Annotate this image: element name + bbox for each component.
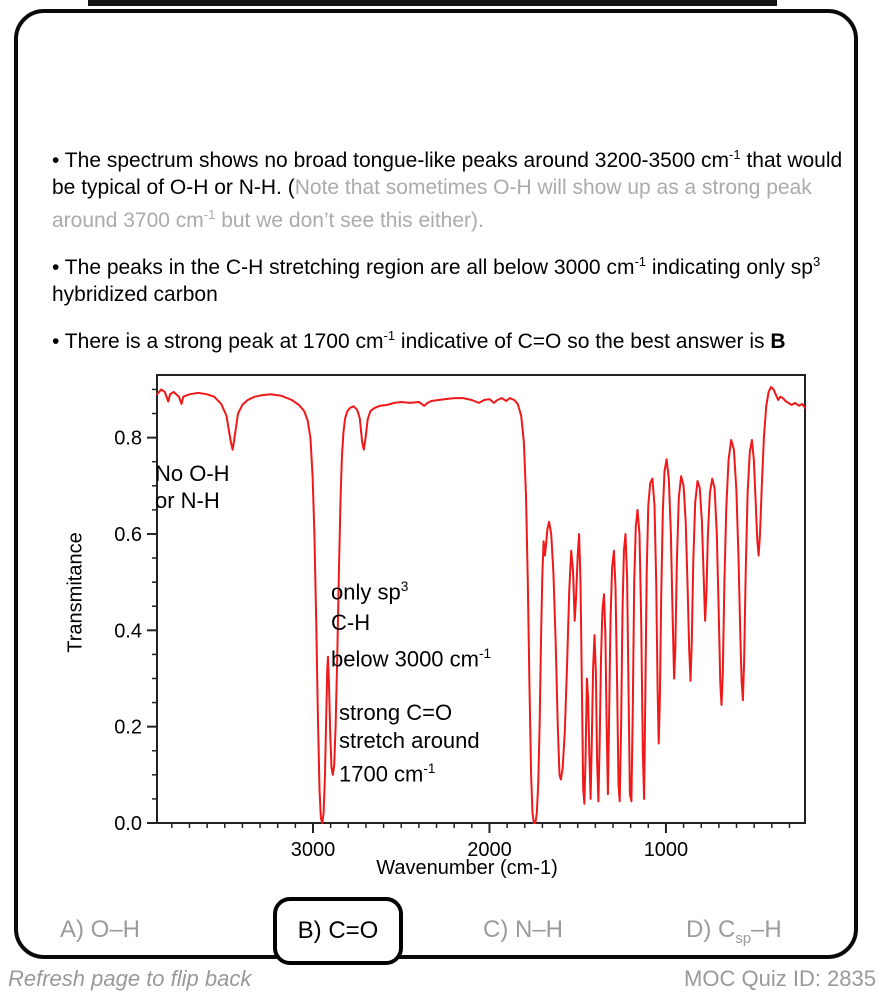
bullet-1-note: but we don’t see this either). <box>215 209 484 232</box>
bullet-3-text: indicative of C=O so the best answer is <box>395 330 771 353</box>
bullet-2-text: indicating only sp <box>646 256 813 279</box>
quiz-id-text: MOC Quiz ID: 2835 <box>684 966 876 991</box>
annotation-sp3-ch: only sp3 C-H below 3000 cm-1 <box>331 579 492 672</box>
spectrum-line <box>156 386 806 824</box>
plot-frame <box>156 374 806 824</box>
superscript: -1 <box>729 147 741 162</box>
answer-option-c[interactable]: C) N–H <box>483 916 564 943</box>
superscript: -1 <box>203 207 216 222</box>
bullet-2-text: • The peaks in the C-H stretching region… <box>52 256 635 279</box>
answer-letter-bold: B <box>770 330 786 353</box>
bullet-point-1: • The spectrum shows no broad tongue-lik… <box>52 141 846 234</box>
bullet-1-note: Note that sometimes O-H will show up as … <box>52 176 812 232</box>
x-axis-title: Wavenumber (cm-1) <box>376 857 558 879</box>
bullet-point-3: • There is a strong peak at 1700 cm-1 in… <box>52 322 846 355</box>
x-tick-label: 2000 <box>467 839 512 861</box>
bullet-1-text: • The spectrum shows no broad tongue-lik… <box>52 149 730 172</box>
explanation-text: • The spectrum shows no broad tongue-lik… <box>52 141 846 369</box>
x-tick-label: 1000 <box>644 839 689 861</box>
y-tick-label: 0.6 <box>114 524 142 546</box>
x-tick-label: 3000 <box>291 839 336 861</box>
y-axis-title: Transmitance <box>64 532 87 653</box>
annotation-co-stretch: strong C=O stretch around 1700 cm-1 <box>339 700 480 787</box>
superscript: 3 <box>812 254 821 269</box>
bullet-1-text: that would be typical of O-H or N-H. ( <box>52 149 843 199</box>
superscript: -1 <box>383 328 396 343</box>
bullet-point-2: • The peaks in the C-H stretching region… <box>52 248 846 308</box>
flip-hint-text: Refresh page to flip back <box>8 966 252 991</box>
answer-option-b-selected[interactable]: B) C=O <box>273 897 403 965</box>
subscript-sp: sp <box>735 930 752 947</box>
spectrum-plot: 3000 2000 1000 0.8 0.6 0.4 0.2 0.0 <box>114 374 806 861</box>
y-tick-label: 0.0 <box>114 813 142 835</box>
quiz-answer-card: • The spectrum shows no broad tongue-lik… <box>14 9 858 965</box>
bullet-3-text: • There is a strong peak at 1700 cm <box>52 330 384 353</box>
answer-option-b-label: B) C=O <box>297 917 379 944</box>
annotation-no-oh: No O-H or N-H <box>155 461 230 513</box>
answer-option-d[interactable]: D) Csp–H <box>686 916 782 947</box>
bullet-2-text: hybridized carbon <box>52 283 218 306</box>
ir-spectrum-chart: 3000 2000 1000 0.8 0.6 0.4 0.2 0.0 Transmitance… <box>64 359 824 899</box>
y-tick-label: 0.8 <box>114 428 142 450</box>
superscript: -1 <box>634 254 647 269</box>
y-tick-label: 0.2 <box>114 717 142 739</box>
top-accent-bar <box>88 0 777 6</box>
y-tick-label: 0.4 <box>114 620 142 642</box>
answer-option-a[interactable]: A) O–H <box>60 916 141 943</box>
